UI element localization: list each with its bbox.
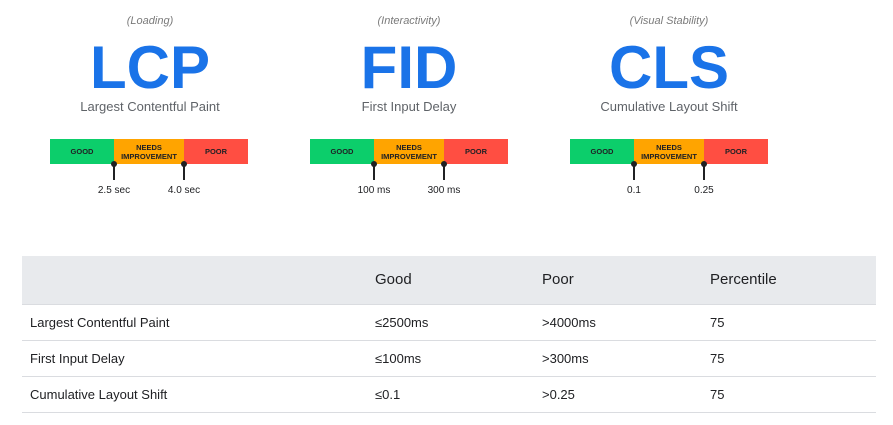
threshold-marker xyxy=(373,164,375,180)
segment-needs-improvement: NEEDS IMPROVEMENT xyxy=(634,139,704,164)
segment-good: GOOD xyxy=(50,139,114,164)
metric-abbreviation: CLS xyxy=(609,34,729,101)
threshold-label-poor: 300 ms xyxy=(427,185,461,196)
metric-category: (Visual Stability) xyxy=(629,15,709,27)
threshold-label-poor: 4.0 sec xyxy=(167,185,201,196)
column-header-poor: Poor xyxy=(542,271,574,289)
threshold-marker xyxy=(183,164,185,180)
threshold-marker xyxy=(443,164,445,180)
cell-metric: Largest Contentful Paint xyxy=(22,303,367,341)
threshold-label-poor: 0.25 xyxy=(694,185,714,196)
thresholds-table: Good Poor Percentile Largest Contentful … xyxy=(22,256,876,413)
threshold-scale-lcp: GOOD NEEDS IMPROVEMENT POOR xyxy=(50,139,248,164)
column-header-percentile: Percentile xyxy=(710,271,777,289)
segment-needs-improvement: NEEDS IMPROVEMENT xyxy=(374,139,444,164)
table-row: First Input Delay ≤100ms >300ms 75 xyxy=(22,340,876,377)
cell-percentile: 75 xyxy=(702,303,876,341)
segment-poor: POOR xyxy=(444,139,508,164)
threshold-label-good: 100 ms xyxy=(357,185,391,196)
threshold-marker xyxy=(703,164,705,180)
threshold-marker xyxy=(113,164,115,180)
cell-good: ≤100ms xyxy=(367,340,534,377)
cell-metric: Cumulative Layout Shift xyxy=(22,376,367,413)
metric-category: (Interactivity) xyxy=(377,15,441,27)
metric-category: (Loading) xyxy=(126,15,174,27)
cell-poor: >4000ms xyxy=(534,303,702,341)
column-header-metric xyxy=(22,256,367,304)
metric-name: Largest Contentful Paint xyxy=(80,99,220,114)
metric-abbreviation: LCP xyxy=(90,34,210,101)
segment-needs-improvement: NEEDS IMPROVEMENT xyxy=(114,139,184,164)
column-header-good: Good xyxy=(375,271,412,289)
threshold-label-good: 2.5 sec xyxy=(97,185,131,196)
metric-name: Cumulative Layout Shift xyxy=(600,99,738,114)
threshold-marker xyxy=(633,164,635,180)
cell-poor: >300ms xyxy=(534,340,702,377)
table-row: Largest Contentful Paint ≤2500ms >4000ms… xyxy=(22,303,876,341)
metric-name: First Input Delay xyxy=(361,99,457,114)
threshold-scale-cls: GOOD NEEDS IMPROVEMENT POOR xyxy=(570,139,768,164)
cell-percentile: 75 xyxy=(702,340,876,377)
cell-poor: >0.25 xyxy=(534,376,702,413)
segment-good: GOOD xyxy=(570,139,634,164)
cell-good: ≤0.1 xyxy=(367,376,534,413)
metric-abbreviation: FID xyxy=(360,34,458,101)
cell-metric: First Input Delay xyxy=(22,340,367,377)
cell-percentile: 75 xyxy=(702,376,876,413)
threshold-scale-fid: GOOD NEEDS IMPROVEMENT POOR xyxy=(310,139,508,164)
table-row: Cumulative Layout Shift ≤0.1 >0.25 75 xyxy=(22,376,876,413)
threshold-label-good: 0.1 xyxy=(627,185,641,196)
segment-good: GOOD xyxy=(310,139,374,164)
segment-poor: POOR xyxy=(184,139,248,164)
cell-good: ≤2500ms xyxy=(367,303,534,341)
table-header-row: Good Poor Percentile xyxy=(22,256,876,304)
segment-poor: POOR xyxy=(704,139,768,164)
